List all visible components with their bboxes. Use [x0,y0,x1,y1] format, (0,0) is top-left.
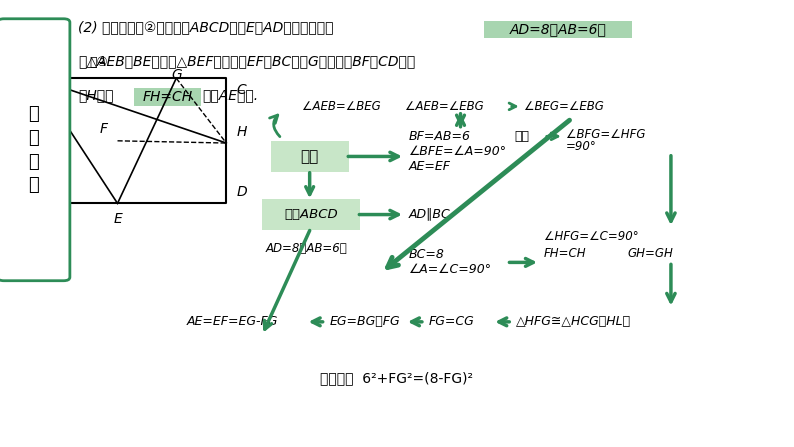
Text: C: C [237,83,246,97]
Text: BF=AB=6: BF=AB=6 [409,130,471,143]
FancyArrowPatch shape [457,114,464,123]
Text: ∠A=∠C=90°: ∠A=∠C=90° [409,262,492,276]
Text: ∠BEG=∠EBG: ∠BEG=∠EBG [524,100,604,113]
Text: GH=GH: GH=GH [627,247,673,261]
FancyArrowPatch shape [312,318,323,326]
FancyArrowPatch shape [499,318,510,326]
FancyArrowPatch shape [667,156,675,221]
Text: FG=CG: FG=CG [429,315,475,329]
FancyArrowPatch shape [306,173,314,194]
Text: 矩形ABCD: 矩形ABCD [284,208,337,221]
Text: ∠AEB=∠EBG: ∠AEB=∠EBG [405,100,484,113]
Text: ∠BFE=∠A=90°: ∠BFE=∠A=90° [409,145,507,159]
Text: E: E [113,212,122,226]
Text: 将△AEB沿BE翻折到△BEF处，延长EF交BC边于G点，延长BF交CD边于: 将△AEB沿BE翻折到△BEF处，延长EF交BC边于G点，延长BF交CD边于 [78,55,415,68]
FancyArrowPatch shape [411,318,422,326]
Text: BC=8: BC=8 [409,248,445,261]
Text: AD=8，AB=6，: AD=8，AB=6， [265,241,347,255]
Text: ∠BFG=∠HFG: ∠BFG=∠HFG [566,127,646,141]
Text: FH=CH: FH=CH [142,90,193,104]
FancyArrowPatch shape [667,264,675,302]
FancyBboxPatch shape [271,141,349,172]
FancyArrowPatch shape [270,115,280,137]
Text: EG=BG、FG: EG=BG、FG [330,315,400,329]
Text: (2) 探究：如图②，在矩形ABCD中，E为AD边上一点，且: (2) 探究：如图②，在矩形ABCD中，E为AD边上一点，且 [78,20,333,34]
Text: ∠AEB=∠BEG: ∠AEB=∠BEG [302,100,380,113]
Text: G: G [171,68,182,82]
FancyArrowPatch shape [264,231,310,329]
Text: AE=EF: AE=EF [409,160,451,173]
FancyArrowPatch shape [510,258,534,266]
FancyArrowPatch shape [349,152,399,160]
Text: 翻折: 翻折 [301,149,318,164]
Text: H: H [237,125,247,139]
Text: 延长: 延长 [515,130,530,143]
Text: B: B [16,83,25,97]
Text: F: F [99,122,107,136]
Text: AD∥BC: AD∥BC [409,207,451,220]
FancyArrowPatch shape [546,133,558,139]
FancyBboxPatch shape [134,88,201,106]
Text: D: D [237,185,247,199]
Text: 勾股定理  6²+FG²=(8-FG)²: 勾股定理 6²+FG²=(8-FG)² [321,371,473,385]
FancyBboxPatch shape [484,21,632,38]
Text: ，求AE的长.: ，求AE的长. [202,88,259,102]
FancyArrowPatch shape [359,211,399,219]
Text: ∠HFG=∠C=90°: ∠HFG=∠C=90° [544,230,638,244]
FancyBboxPatch shape [0,19,70,281]
Text: 图②: 图② [90,56,109,69]
FancyArrowPatch shape [387,120,569,267]
Text: △HFG≅△HCG（HL）: △HFG≅△HCG（HL） [516,315,631,329]
Text: A: A [16,185,25,199]
FancyBboxPatch shape [262,199,360,230]
Text: AD=8，AB=6，: AD=8，AB=6， [510,22,607,37]
FancyArrowPatch shape [509,103,516,110]
Text: AE=EF=EG-FG: AE=EF=EG-FG [187,315,278,329]
FancyArrowPatch shape [457,118,464,127]
Text: 题
干
分
析: 题 干 分 析 [29,105,39,194]
Text: 点H，且: 点H，且 [78,88,114,102]
Text: =90°: =90° [566,140,597,153]
Text: FH=CH: FH=CH [544,247,587,261]
